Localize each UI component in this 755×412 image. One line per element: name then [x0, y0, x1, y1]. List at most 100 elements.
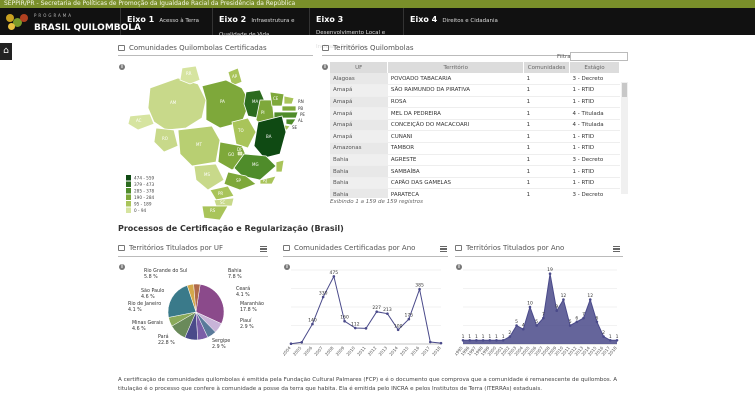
state-rn[interactable]	[283, 95, 295, 105]
state-ms[interactable]	[193, 163, 225, 191]
data-point[interactable]	[615, 339, 619, 342]
data-point[interactable]	[488, 339, 492, 342]
data-point[interactable]	[568, 324, 572, 327]
scrollbar-thumb[interactable]	[622, 83, 627, 97]
info-icon[interactable]: i	[119, 264, 125, 270]
data-point[interactable]	[582, 316, 585, 320]
pie-slice[interactable]	[195, 284, 225, 325]
data-point[interactable]	[495, 339, 498, 342]
data-point[interactable]	[311, 322, 314, 326]
data-point[interactable]	[396, 328, 400, 332]
data-point[interactable]	[508, 335, 512, 338]
nav-eixo-1[interactable]: Eixo 1 Acesso à Terra	[120, 8, 210, 35]
table-row[interactable]: Amapá CONCEIÇÃO DO MACACOARI 1 4 - Titulada	[330, 119, 620, 132]
table-row[interactable]: Amazonas TAMBOR 1 1 - RTID	[330, 142, 620, 155]
table-row[interactable]: Amapá SÃO RAIMUNDO DA PIRATIVA 1 1 - RTID	[330, 84, 620, 97]
panel-toggle-icon[interactable]	[118, 245, 125, 251]
data-point[interactable]	[468, 339, 471, 342]
table-row[interactable]: Amapá CUNANI 1 1 - RTID	[330, 130, 620, 144]
data-point[interactable]	[588, 298, 592, 301]
state-label-se: SE	[292, 125, 298, 130]
data-point[interactable]	[375, 310, 379, 313]
info-icon[interactable]: i	[456, 264, 462, 270]
data-point[interactable]	[528, 305, 532, 309]
info-icon[interactable]: i	[322, 64, 328, 70]
state-ro[interactable]	[153, 127, 179, 153]
nav-eixo-3[interactable]: Eixo 3 Desenvolvimento Local e Inclusão …	[309, 8, 401, 50]
table-scrollbar[interactable]	[621, 82, 628, 194]
pie-slice[interactable]	[193, 283, 201, 313]
data-point[interactable]	[602, 335, 605, 338]
pie-slice[interactable]	[167, 285, 197, 318]
data-point[interactable]	[386, 312, 389, 315]
data-point[interactable]	[515, 324, 518, 327]
table-row[interactable]: Alagoas POVOADO TABACARIA 1 3 - Decreto	[330, 73, 620, 86]
data-point[interactable]	[609, 339, 612, 342]
table-row[interactable]: Bahia PARATECA 1 3 - Decreto	[330, 188, 620, 198]
table-row[interactable]: Amapá ROSA 1 1 - RTID	[330, 96, 620, 109]
nav-eixo-2[interactable]: Eixo 2 Infraestrutura e Qualidade de Vid…	[212, 8, 307, 38]
data-point[interactable]	[353, 326, 357, 330]
state-df[interactable]	[237, 151, 243, 156]
data-point[interactable]	[418, 287, 421, 291]
data-point[interactable]	[428, 340, 432, 344]
col-comunidades[interactable]: Comunidades	[523, 62, 571, 73]
data-point[interactable]	[364, 327, 368, 330]
data-point[interactable]	[542, 316, 545, 320]
brand-logo[interactable]: PROGRAMA BRASIL QUILOMBOLA	[4, 11, 141, 32]
data-point[interactable]	[501, 339, 505, 342]
state-sc[interactable]	[213, 197, 235, 207]
state-to[interactable]	[231, 117, 257, 149]
chart-menu-icon[interactable]	[260, 246, 267, 252]
col-territorio[interactable]: Território	[387, 62, 525, 73]
data-point[interactable]	[321, 295, 325, 299]
data-point[interactable]	[535, 324, 538, 327]
state-rr[interactable]	[179, 65, 201, 85]
data-point[interactable]	[289, 342, 293, 346]
data-point[interactable]	[407, 317, 411, 321]
data-point[interactable]	[439, 341, 443, 345]
state-ba[interactable]	[253, 115, 287, 159]
table-row[interactable]: Bahia SAMBAÍBA 1 1 - RTID	[330, 165, 620, 178]
data-point[interactable]	[300, 340, 304, 344]
panel-toggle-icon[interactable]	[322, 45, 329, 51]
state-ac[interactable]	[127, 113, 155, 131]
panel-toggle-icon[interactable]	[283, 245, 290, 251]
nav-eixo-4[interactable]: Eixo 4 Direitos e Cidadania	[403, 8, 513, 35]
data-point[interactable]	[332, 275, 336, 278]
data-point[interactable]	[461, 339, 465, 342]
info-icon[interactable]: i	[284, 264, 290, 270]
panel-toggle-icon[interactable]	[455, 245, 462, 251]
state-pr[interactable]	[209, 185, 235, 201]
data-point[interactable]	[562, 298, 565, 301]
col-uf[interactable]: UF	[330, 62, 389, 73]
data-point[interactable]	[555, 309, 559, 312]
chart-menu-icon[interactable]	[440, 246, 447, 252]
state-pb[interactable]	[281, 105, 297, 112]
data-point[interactable]	[343, 319, 346, 323]
table-row[interactable]: Bahia AGRESTE 1 3 - Decreto	[330, 154, 620, 167]
chart-menu-icon[interactable]	[613, 246, 620, 252]
data-point[interactable]	[575, 320, 579, 324]
col-estagio[interactable]: Estágio	[569, 62, 620, 73]
cell-comunidades: 1	[523, 154, 570, 167]
data-point[interactable]	[548, 272, 552, 275]
state-mt[interactable]	[177, 125, 221, 167]
data-point[interactable]	[521, 327, 525, 331]
data-point[interactable]	[595, 320, 599, 324]
state-ap[interactable]	[227, 67, 243, 87]
state-al[interactable]	[285, 118, 297, 126]
filter-input[interactable]	[570, 52, 628, 61]
state-rj[interactable]	[259, 175, 277, 185]
state-am[interactable]	[147, 77, 207, 131]
info-icon[interactable]: i	[119, 64, 125, 70]
data-point[interactable]	[481, 339, 485, 342]
table-row[interactable]: Amapá MEL DA PEDREIRA 1 4 - Titulada	[330, 107, 620, 120]
home-icon[interactable]: ⌂	[0, 43, 12, 60]
state-sp[interactable]	[223, 171, 257, 191]
table-row[interactable]: Bahia CAPÃO DAS GAMELAS 1 1 - RTID	[330, 177, 620, 190]
state-rs[interactable]	[201, 205, 229, 220]
state-es[interactable]	[275, 159, 285, 173]
panel-toggle-icon[interactable]	[118, 45, 125, 51]
data-point[interactable]	[475, 339, 478, 342]
